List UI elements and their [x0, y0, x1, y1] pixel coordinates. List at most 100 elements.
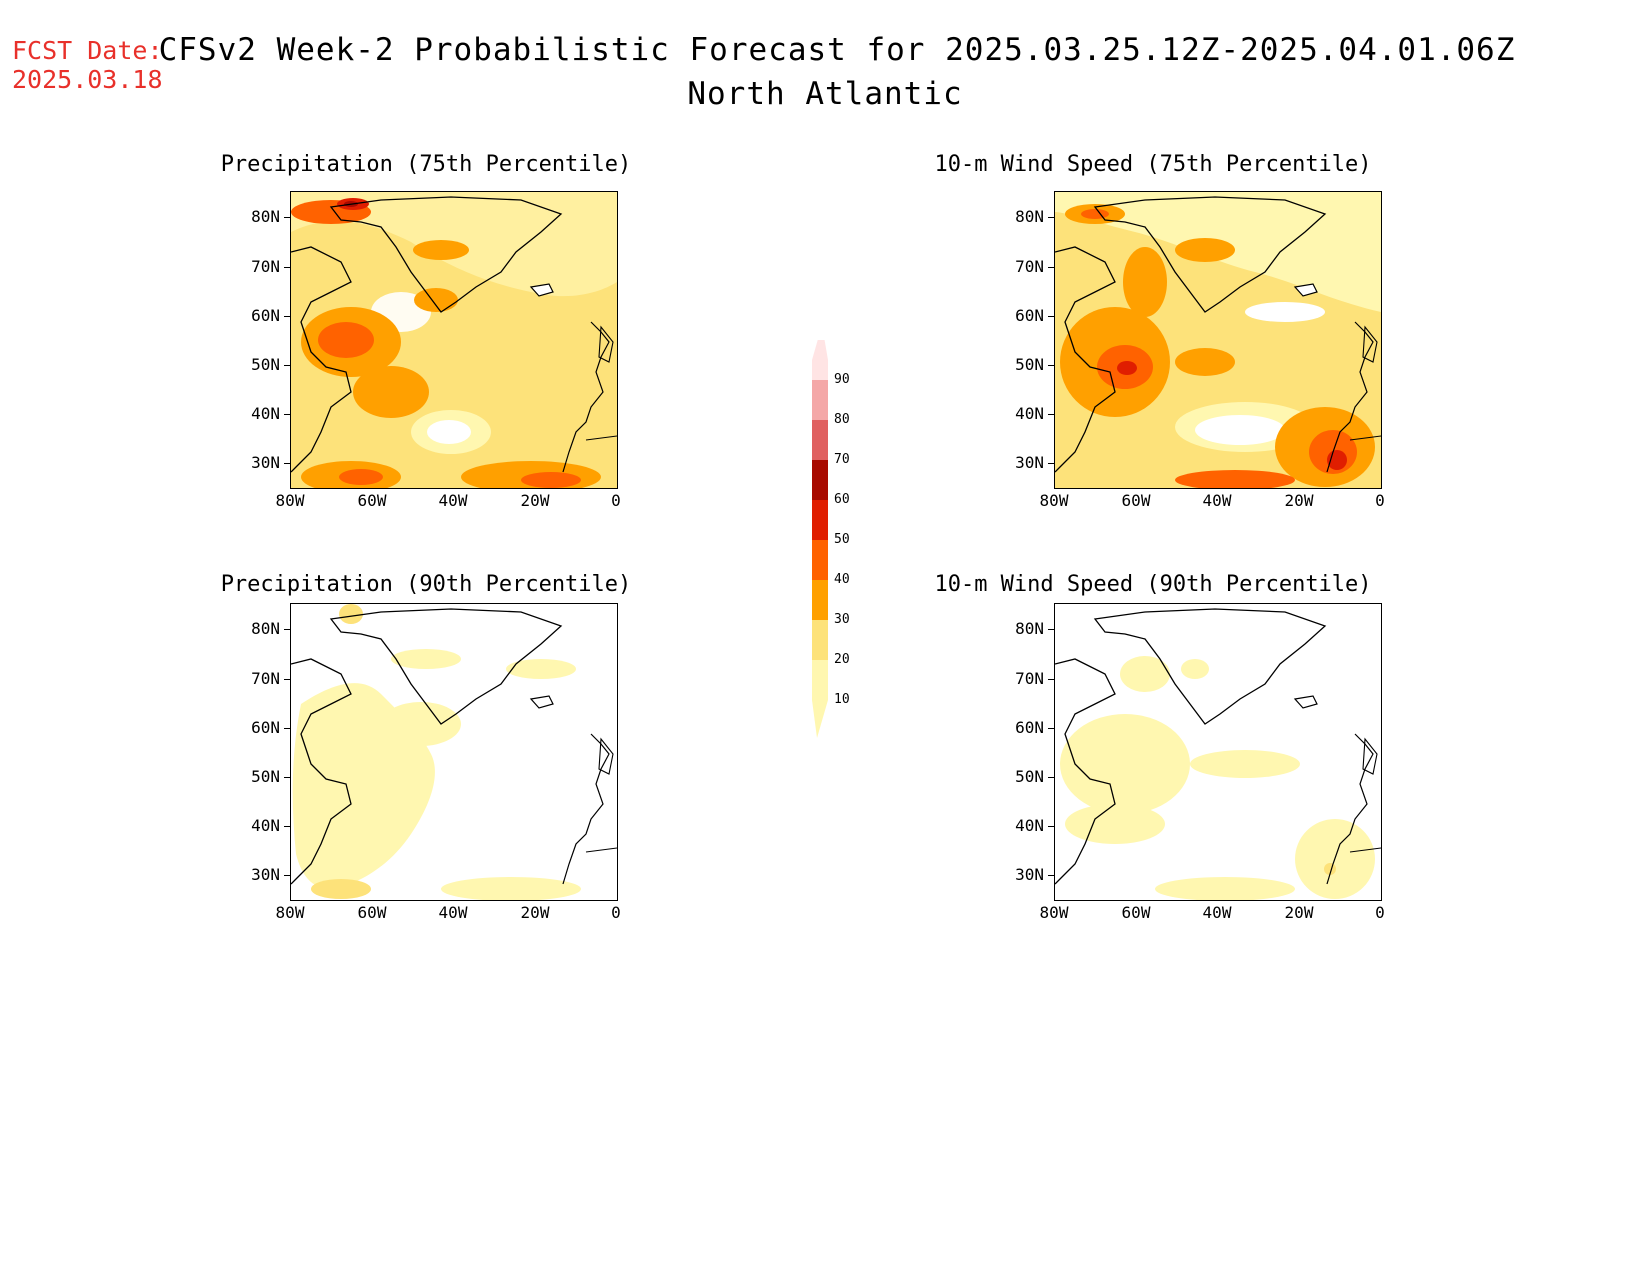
lat-tick: [1048, 414, 1054, 415]
lat-tick-label: 70N: [251, 669, 280, 688]
lon-tick-label: 40W: [438, 491, 468, 510]
colorbar-swatch: [812, 380, 828, 420]
lat-tick: [284, 826, 290, 827]
lat-tick: [1048, 728, 1054, 729]
lat-tick-label: 40N: [1015, 816, 1044, 835]
lon-tick-label: 0: [611, 491, 621, 510]
colorbar-level-label: 20: [834, 652, 850, 667]
lat-tick-label: 40N: [1015, 404, 1044, 423]
lat-tick: [1048, 777, 1054, 778]
lat-tick-label: 80N: [1015, 207, 1044, 226]
lat-tick-label: 50N: [251, 767, 280, 786]
lat-tick: [1048, 826, 1054, 827]
colorbar-upper-extension: [812, 340, 828, 360]
map-wind-75th: [1054, 191, 1382, 489]
colorbar-swatch: [812, 360, 828, 380]
lat-tick-label: 60N: [1015, 718, 1044, 737]
lon-tick-label: 80W: [1039, 903, 1069, 922]
lat-tick: [1048, 875, 1054, 876]
lon-tick-label: 20W: [1284, 491, 1314, 510]
lon-tick-label: 60W: [1121, 491, 1151, 510]
lat-tick: [284, 414, 290, 415]
lat-tick-label: 50N: [1015, 355, 1044, 374]
lon-tick-label: 40W: [1202, 903, 1232, 922]
colorbar-swatch: [812, 660, 828, 700]
colorbar-swatch: [812, 460, 828, 500]
colorbar-swatch: [812, 620, 828, 660]
lat-tick-label: 40N: [251, 404, 280, 423]
lon-tick-label: 20W: [520, 491, 550, 510]
panel-title-wind-90: 10-m Wind Speed (90th Percentile): [934, 572, 1372, 597]
lat-tick-label: 80N: [251, 207, 280, 226]
colorbar-level-label: 30: [834, 612, 850, 627]
lat-tick-label: 60N: [251, 718, 280, 737]
lat-tick: [1048, 316, 1054, 317]
lon-tick-label: 0: [1375, 903, 1385, 922]
lat-tick: [1048, 629, 1054, 630]
colorbar-level-label: 70: [834, 452, 850, 467]
map-precip-75th: [290, 191, 618, 489]
lat-tick: [284, 875, 290, 876]
colorbar-level-label: 60: [834, 492, 850, 507]
forecast-date-label: FCST Date:: [12, 36, 163, 65]
lon-tick-label: 80W: [1039, 491, 1069, 510]
map-precip-90th: [290, 603, 618, 901]
lat-tick-label: 80N: [1015, 619, 1044, 638]
lat-tick-label: 30N: [1015, 453, 1044, 472]
colorbar-swatch: [812, 420, 828, 460]
lat-tick-label: 30N: [251, 453, 280, 472]
lat-tick: [284, 777, 290, 778]
colorbar-lower-extension: [812, 700, 828, 738]
colorbar: 10 20 30 40 50 60 70 80 90: [810, 340, 870, 740]
lat-tick-label: 50N: [1015, 767, 1044, 786]
lat-tick: [1048, 267, 1054, 268]
lon-tick-label: 0: [611, 903, 621, 922]
lat-tick-label: 80N: [251, 619, 280, 638]
lon-tick-label: 60W: [1121, 903, 1151, 922]
lon-tick-label: 80W: [275, 903, 305, 922]
colorbar-swatches: [812, 340, 828, 738]
lon-tick-label: 40W: [438, 903, 468, 922]
colorbar-level-label: 50: [834, 532, 850, 547]
lat-tick-label: 60N: [251, 306, 280, 325]
lat-tick: [284, 728, 290, 729]
lat-tick: [284, 629, 290, 630]
colorbar-swatch: [812, 540, 828, 580]
lon-tick-label: 40W: [1202, 491, 1232, 510]
lon-tick-label: 60W: [357, 903, 387, 922]
lon-tick-label: 60W: [357, 491, 387, 510]
lat-tick-label: 40N: [251, 816, 280, 835]
lat-tick: [284, 679, 290, 680]
lat-tick-label: 70N: [1015, 257, 1044, 276]
lat-tick: [284, 463, 290, 464]
lat-tick: [1048, 463, 1054, 464]
lat-tick: [1048, 217, 1054, 218]
lat-tick-label: 50N: [251, 355, 280, 374]
lat-tick: [284, 365, 290, 366]
colorbar-swatch: [812, 580, 828, 620]
lon-tick-label: 80W: [275, 491, 305, 510]
lat-tick-label: 60N: [1015, 306, 1044, 325]
colorbar-level-label: 40: [834, 572, 850, 587]
lat-tick-label: 30N: [251, 865, 280, 884]
lat-tick-label: 70N: [251, 257, 280, 276]
lat-tick: [284, 316, 290, 317]
lon-tick-label: 20W: [520, 903, 550, 922]
colorbar-swatch: [812, 500, 828, 540]
lat-tick: [284, 217, 290, 218]
panel-title-precip-90: Precipitation (90th Percentile): [220, 572, 632, 597]
lat-tick-label: 70N: [1015, 669, 1044, 688]
colorbar-level-label: 80: [834, 412, 850, 427]
panel-title-wind-75: 10-m Wind Speed (75th Percentile): [934, 152, 1372, 177]
lat-tick: [284, 267, 290, 268]
lon-tick-label: 0: [1375, 491, 1385, 510]
colorbar-level-label: 10: [834, 692, 850, 707]
map-wind-90th: [1054, 603, 1382, 901]
colorbar-level-label: 90: [834, 372, 850, 387]
lat-tick: [1048, 679, 1054, 680]
panel-title-precip-75: Precipitation (75th Percentile): [220, 152, 632, 177]
forecast-date-block: FCST Date: 2025.03.18: [12, 36, 163, 94]
page-title: CFSv2 Week-2 Probabilistic Forecast for …: [158, 32, 1516, 68]
lon-tick-label: 20W: [1284, 903, 1314, 922]
forecast-date-value: 2025.03.18: [12, 65, 163, 94]
